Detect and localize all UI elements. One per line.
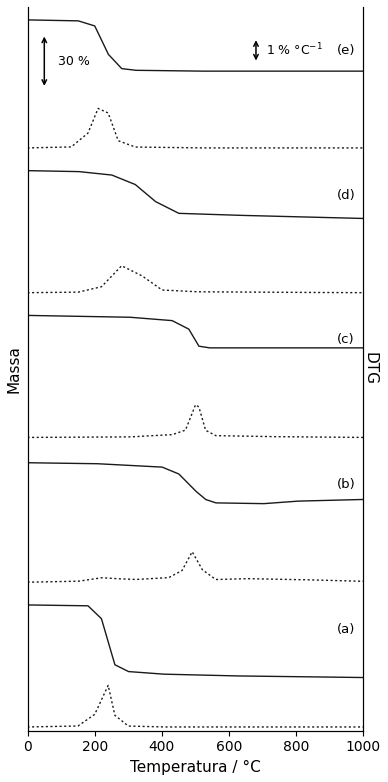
Text: (e): (e): [337, 44, 355, 57]
Text: 30 %: 30 %: [58, 55, 90, 68]
Text: 1 % °C$^{-1}$: 1 % °C$^{-1}$: [266, 42, 323, 59]
Text: (c): (c): [337, 333, 354, 346]
Text: (b): (b): [337, 478, 355, 491]
Text: (a): (a): [337, 623, 355, 636]
Y-axis label: Massa: Massa: [7, 345, 22, 393]
X-axis label: Temperatura / °C: Temperatura / °C: [130, 760, 261, 775]
Y-axis label: DTG: DTG: [362, 353, 378, 386]
Text: (d): (d): [337, 188, 355, 202]
